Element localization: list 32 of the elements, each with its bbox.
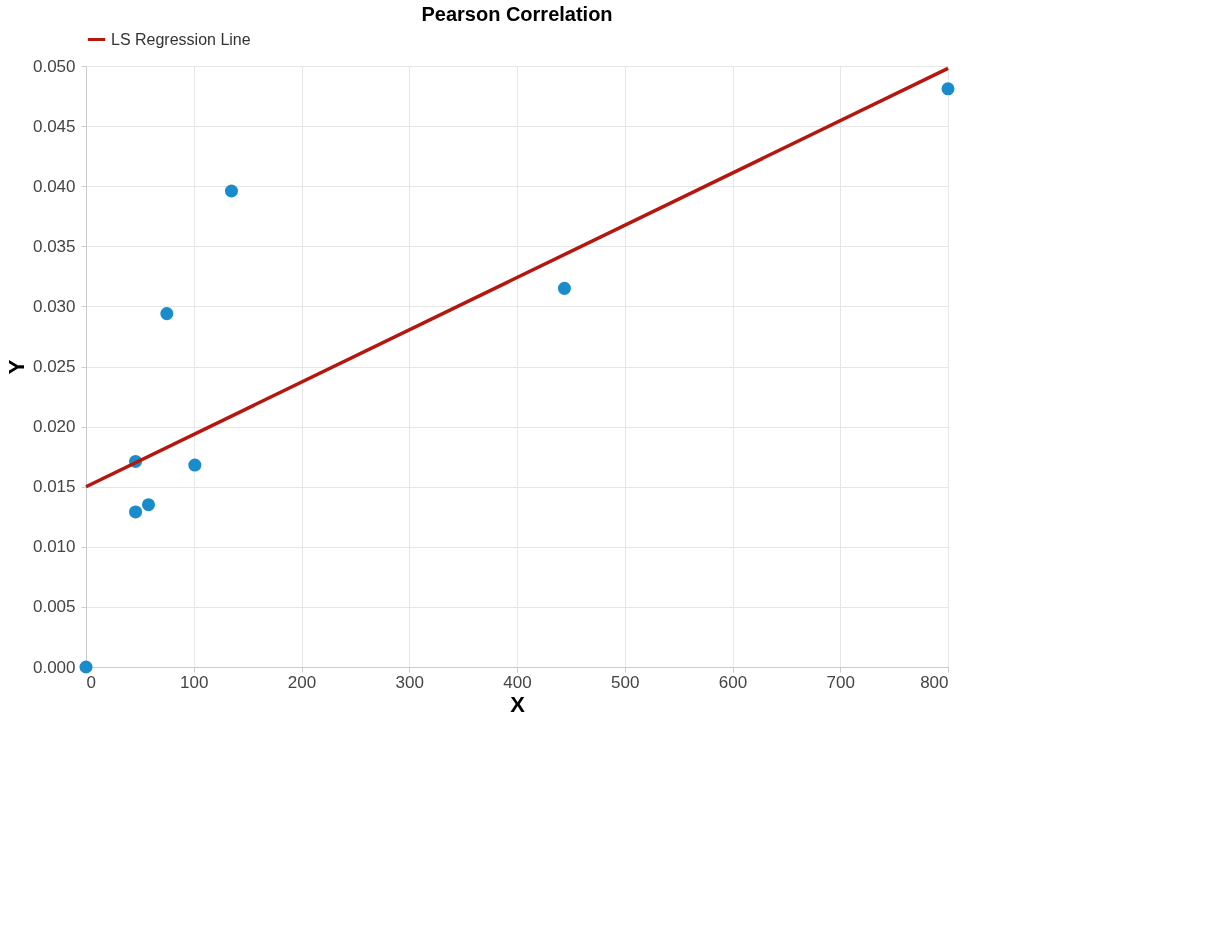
x-tick-label: 300 — [395, 672, 424, 692]
y-tick-label: 0.045 — [32, 116, 76, 136]
point — [188, 458, 202, 472]
y-tick-label: 0.040 — [32, 176, 76, 196]
y-tick-label: 0.010 — [32, 537, 76, 557]
y-tick-label: 0.025 — [32, 357, 76, 376]
x-tick-label: 200 — [287, 672, 317, 692]
legend-label: LS Regression Line — [111, 30, 251, 48]
y-tick-label: 0.030 — [32, 296, 76, 316]
x-axis-title: X — [510, 691, 526, 717]
y-tick-label: 0.005 — [32, 597, 76, 617]
x-tick-label: 0 — [86, 672, 96, 692]
x-tick-label: 400 — [503, 672, 532, 692]
point — [224, 184, 238, 198]
x-tick-label: 700 — [826, 672, 855, 692]
x-tick-label: 500 — [611, 672, 640, 692]
point — [557, 281, 571, 295]
y-tick-label: 0.015 — [32, 477, 76, 497]
y-tick-label: 0.020 — [32, 417, 76, 437]
y-tick-label: 0.035 — [32, 236, 76, 256]
chart-title: Pearson Correlation — [421, 3, 613, 25]
y-axis-title: Y — [3, 359, 29, 375]
point — [160, 307, 174, 321]
point — [129, 505, 143, 519]
y-tick-label: 0.050 — [32, 56, 76, 76]
y-tick-label: 0.000 — [32, 657, 76, 677]
x-tick-label: 100 — [180, 672, 209, 692]
x-tick-label: 800 — [920, 672, 949, 692]
point — [141, 498, 156, 512]
x-tick-label: 600 — [718, 672, 748, 692]
point — [79, 660, 93, 674]
point — [941, 82, 955, 96]
